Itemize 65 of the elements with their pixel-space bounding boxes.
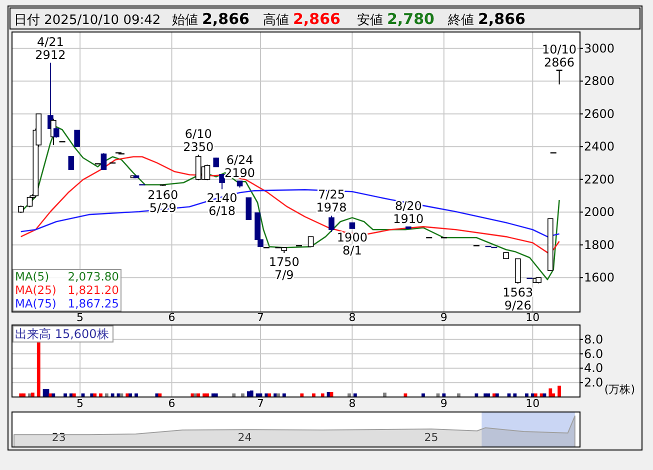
annotation: 10/10 2866	[542, 42, 577, 70]
x-tick-label: 8	[348, 397, 356, 410]
candlestick	[308, 236, 314, 248]
candlestick	[246, 197, 252, 220]
bar	[250, 390, 254, 397]
y-tick-label: 1800	[584, 238, 615, 252]
candlestick	[68, 156, 74, 170]
bar	[383, 392, 386, 397]
candlestick	[514, 258, 521, 284]
candlestick	[74, 130, 80, 148]
x-tick-label: 10	[526, 397, 540, 410]
candlestick	[219, 174, 225, 190]
text: MA(5) 2,073.80	[15, 270, 119, 284]
bar	[36, 340, 40, 397]
y-tick-label: 2600	[584, 106, 615, 121]
annotation: 1900 8/1	[336, 230, 368, 258]
x-tick-label: 7	[257, 397, 264, 410]
text: MA(75) 1,867.25	[15, 296, 119, 310]
y-tick-label: 6.0	[584, 346, 604, 361]
y-tick-label: 2.0	[584, 376, 604, 390]
y-tick-label: 2800	[584, 74, 615, 88]
candlestick	[328, 215, 334, 232]
x-tick-label: 8	[348, 311, 356, 324]
x-tick-label: 6	[168, 311, 176, 324]
x-tick-label: 7	[257, 311, 264, 324]
x-tick-label: 9	[440, 397, 448, 410]
annotation: 4/21 2912	[35, 34, 66, 62]
bar	[558, 386, 561, 397]
bar	[31, 392, 34, 397]
annotation: 1563 9/26	[502, 286, 534, 313]
candlestick	[53, 127, 60, 138]
x-tick-label: 24	[238, 431, 252, 444]
y-tick-label: 2200	[584, 172, 615, 186]
y-tick-label: 3000	[584, 41, 615, 56]
candlestick	[556, 70, 563, 85]
y-axis-title: (万株)	[604, 383, 635, 396]
y-tick-label: 8.0	[584, 332, 604, 346]
text: 高値 2,866	[263, 10, 340, 28]
candlestick	[195, 154, 202, 181]
y-tick-label: 2000	[584, 205, 615, 220]
x-tick-label: 5	[76, 397, 84, 410]
x-tick-label: 6	[168, 397, 176, 410]
x-tick-label: 25	[424, 431, 438, 444]
annotation: 6/10 2350	[183, 126, 214, 154]
text: 日付 2025/10/10 09:42	[14, 13, 161, 28]
candlestick	[204, 164, 210, 181]
x-tick-label: 10	[526, 311, 540, 324]
x-tick-label: 23	[52, 431, 66, 444]
candlestick	[100, 152, 107, 170]
annotation: 7/25 1978	[316, 188, 347, 215]
y-tick-label: 4.0	[584, 361, 604, 376]
annotation: 6/24 2190	[224, 153, 256, 180]
x-tick-label: 5	[76, 311, 84, 324]
text: 終値 2,866	[447, 10, 526, 28]
text: 始値 2,866	[172, 10, 250, 28]
y-tick-label: 1600	[584, 270, 615, 285]
chart-title: 出来高 15,600株	[15, 327, 109, 341]
text: MA(25) 1,821.20	[15, 283, 119, 297]
annotation: 8/20 1910	[393, 198, 424, 226]
bar	[548, 388, 552, 397]
y-tick-label: 2400	[584, 140, 615, 154]
text: 安値 2,780	[357, 10, 434, 28]
annotation: 1750 7/9	[268, 255, 300, 282]
candlestick	[213, 157, 220, 168]
x-tick-label: 9	[440, 311, 448, 324]
